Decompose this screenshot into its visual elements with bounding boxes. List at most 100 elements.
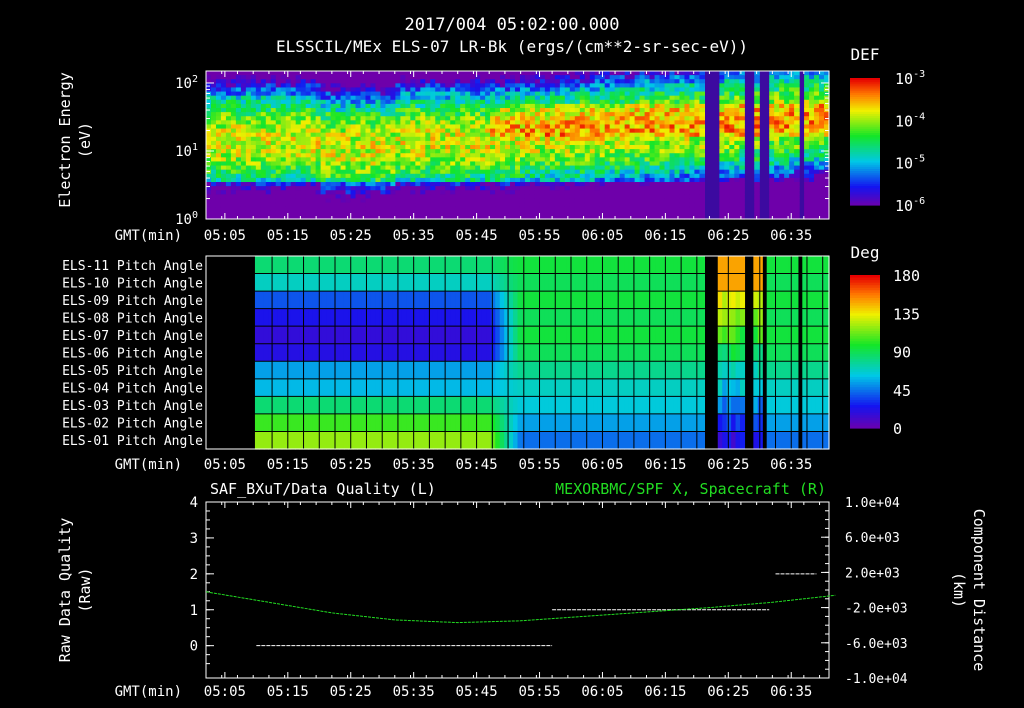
spectrogram-cell [524,149,531,154]
spectrogram-cell [505,145,511,150]
spectrogram-cell [320,120,327,126]
pitch-angle-cell [326,343,332,362]
spectrogram-cell [440,157,446,163]
spectrogram-cell [669,190,676,195]
spectrogram-cell [225,120,232,126]
spectrogram-cell [654,186,661,191]
spectrogram-cell [335,108,342,113]
spectrogram-cell [210,161,217,167]
spectrogram-cell [385,140,391,146]
spectrogram-cell [669,108,676,113]
energy-x-tick-label: 05:25 [330,228,372,244]
spectrogram-cell [529,128,536,134]
spectrogram-cell [435,186,441,191]
pitch-angle-cell [326,273,332,292]
spectrogram-cell [380,116,387,121]
spectrogram-cell [679,132,686,138]
pitch-angle-cell [290,273,296,292]
spectrogram-cell [539,79,546,84]
pitch-angle-cell [339,273,345,292]
spectrogram-cell [564,198,571,204]
spectrogram-cell [684,177,691,183]
spectrogram-cell [589,128,596,134]
spectrogram-cell [679,161,686,167]
spectrogram-cell [210,103,217,109]
spectrogram-cell [654,177,661,183]
spectrogram-cell [275,99,282,105]
spectrogram-cell [230,116,237,121]
spectrogram-cell [415,194,421,200]
spectrogram-cell [315,157,322,163]
spectrogram-cell [604,103,611,109]
spectrogram-cell [594,214,601,220]
spectrogram-cell [395,157,401,163]
pitch-angle-cell [401,308,407,327]
spectrogram-cell [250,206,257,212]
spectrogram-cell [554,91,561,97]
spectrogram-cell [634,202,641,208]
pitch-angle-cell [428,378,434,397]
spectrogram-cell [739,79,745,84]
spectrogram-cell [774,177,780,183]
spectrogram-cell [594,91,601,97]
spectrogram-cell [729,124,735,130]
spectrogram-cell [345,198,352,204]
spectrogram-cell [315,190,322,195]
spectrogram-cell [280,79,287,84]
spectrogram-cell [240,153,247,158]
spectrogram-cell [275,103,282,109]
spectrogram-cell [515,165,521,171]
spectrogram-cell [410,182,416,187]
spectrogram-cell [519,206,526,212]
spectrogram-cell [275,128,282,134]
pitch-angle-cell [415,273,421,292]
spectrogram-cell [524,128,531,134]
pitch-angle-cell [388,343,394,362]
pitch-angle-cell [437,378,443,397]
spectrogram-cell [804,165,810,171]
pitch-angle-cell [312,308,318,327]
spectrogram-cell [629,91,636,97]
spectrogram-cell [455,128,461,134]
spectrogram-cell [310,91,317,97]
spectrogram-cell [804,124,810,130]
spectrogram-cell [405,95,411,101]
pitch-angle-cell [339,431,345,450]
def-colorbar-segment [850,147,880,151]
spectrogram-cell [245,153,252,158]
spectrogram-cell [654,132,661,138]
pitch-angle-cell [303,361,309,380]
spectrogram-cell [235,71,242,76]
spectrogram-cell [206,79,212,84]
spectrogram-cell [684,182,691,187]
spectrogram-cell [679,95,686,101]
pitch-angle-cell [375,343,381,362]
spectrogram-cell [784,153,790,158]
spectrogram-cell [470,161,476,167]
spectrogram-cell [455,198,461,204]
pitch-angle-cell [361,291,367,310]
spectrogram-cell [529,95,536,101]
spectrogram-cell [674,190,681,195]
spectrogram-cell [340,87,347,93]
spectrogram-cell [285,87,292,93]
spectrogram-cell [410,210,416,216]
spectrogram-cell [629,75,636,80]
spectrogram-cell [370,210,377,216]
spectrogram-cell [475,75,481,80]
spectrogram-cell [564,161,571,167]
spectrogram-cell [315,210,322,216]
pitch-angle-cell [299,413,305,433]
pitch-angle-cell [384,396,390,415]
spectrogram-cell [455,95,461,101]
pitch-angle-cell [268,343,274,362]
spectrogram-cell [789,206,795,212]
spectrogram-cell [280,132,287,138]
spectrogram-cell [355,71,362,76]
spectrogram-cell [255,79,262,84]
spectrogram-cell [779,206,785,212]
spectrogram-cell [559,87,566,93]
spectrogram-cell [599,161,606,167]
spectrogram-cell [400,186,406,191]
spectrogram-cell [579,190,586,195]
